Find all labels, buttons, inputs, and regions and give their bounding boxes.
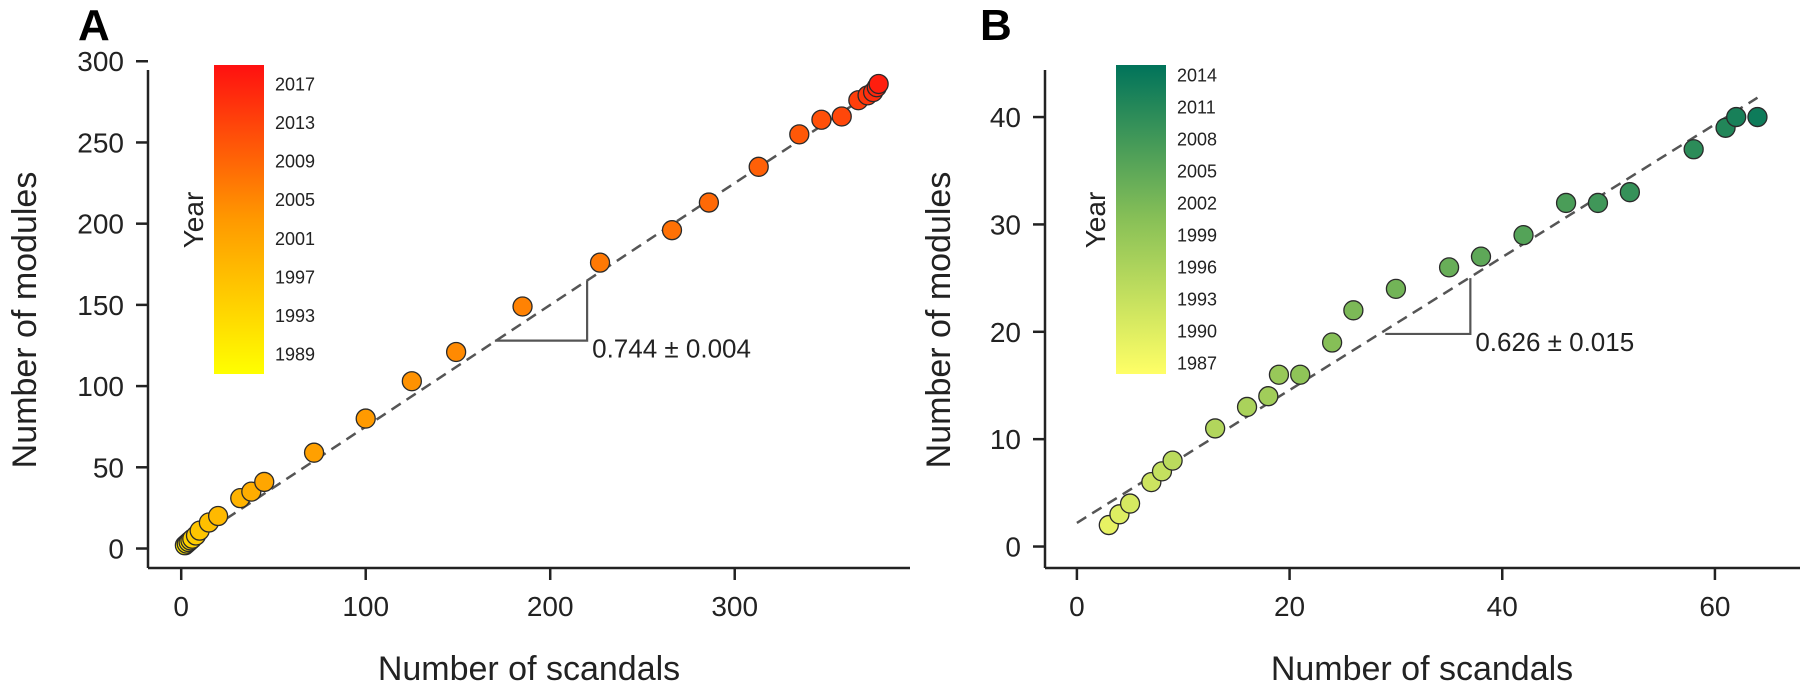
data-point: [811, 109, 832, 130]
panel-a-letter: A: [78, 1, 110, 50]
colorbar-tick-label: 1989: [275, 345, 315, 365]
data-point: [1321, 332, 1343, 353]
panel-b-letter: B: [980, 1, 1012, 50]
colorbar-tick-label: 2014: [1177, 66, 1217, 86]
x-tick-label: 0: [1069, 591, 1085, 622]
data-point: [1162, 450, 1183, 471]
data-point: [254, 471, 275, 493]
colorbar-tick-label: 1999: [1177, 225, 1217, 245]
colorbar-title: Year: [1080, 192, 1111, 249]
x-tick-label: 0: [173, 591, 189, 622]
colorbar-title: Year: [178, 192, 209, 249]
data-point: [1204, 418, 1226, 439]
colorbar-tick-label: 2005: [275, 190, 315, 210]
colorbar-tick-label: 2001: [275, 229, 315, 249]
data-point: [512, 296, 533, 317]
y-tick-label: 250: [77, 127, 124, 158]
data-point: [303, 442, 325, 463]
y-tick-label: 100: [77, 371, 124, 402]
slope-label: 0.626 ± 0.015: [1475, 327, 1634, 357]
fit-line: [1076, 96, 1759, 524]
y-axis-label: Number of modules: [920, 172, 958, 469]
data-point: [589, 252, 611, 273]
data-point: [698, 192, 720, 213]
data-point: [1513, 225, 1534, 246]
x-axis-label: Number of scandals: [1271, 650, 1573, 688]
panel-a: A 0 100 200 300 0 50 100 150 200 250 300 Number of …: [6, 1, 910, 688]
data-point: [1258, 386, 1279, 407]
colorbar: [214, 65, 264, 374]
data-point: [207, 505, 229, 527]
x-tick-label: 100: [342, 591, 389, 622]
data-point: [748, 156, 769, 177]
data-point: [1619, 182, 1641, 203]
colorbar-tick-label: 2009: [275, 152, 315, 172]
colorbar-tick-label: 1993: [275, 306, 315, 326]
colorbar-tick-label: 2008: [1177, 130, 1217, 150]
data-point: [1587, 192, 1609, 214]
data-point: [831, 106, 852, 127]
slope-triangle: [1385, 278, 1472, 336]
colorbar-tick-label: 2002: [1177, 194, 1217, 214]
data-point: [1236, 396, 1258, 418]
y-axis-label: Number of modules: [6, 172, 44, 469]
data-point: [789, 124, 810, 145]
data-point: [1470, 246, 1492, 267]
data-point: [1555, 192, 1577, 214]
y-tick-label: 30: [990, 209, 1021, 240]
colorbar: [1116, 65, 1166, 374]
data-point: [401, 371, 422, 392]
data-point: [1747, 106, 1768, 128]
x-tick-label: 200: [527, 591, 574, 622]
data-point: [1438, 257, 1460, 278]
slope-label: 0.744 ± 0.004: [592, 334, 751, 364]
x-axis-label: Number of scandals: [378, 650, 680, 688]
data-point: [1290, 364, 1311, 385]
panel-b: B 0 20 40 60 0 10 20 30 40 Number of scandals Numb…: [920, 1, 1800, 688]
data-point: [1268, 364, 1290, 385]
y-tick-label: 20: [990, 317, 1021, 348]
y-tick-label: 10: [990, 424, 1021, 455]
data-point: [1119, 493, 1141, 514]
data-point: [1683, 139, 1704, 160]
data-point: [445, 341, 467, 363]
colorbar-tick-label: 1990: [1177, 321, 1217, 341]
data-point: [1385, 278, 1407, 299]
data-point: [1343, 300, 1364, 321]
colorbar-tick-label: 2005: [1177, 162, 1217, 182]
colorbar-tick-label: 1997: [275, 267, 315, 287]
y-tick-label: 150: [77, 290, 124, 321]
x-tick-label: 300: [711, 591, 758, 622]
colorbar-tick-label: 2011: [1177, 98, 1216, 118]
x-tick-label: 40: [1487, 591, 1518, 622]
data-point: [661, 220, 683, 241]
data-point: [868, 73, 889, 95]
y-tick-label: 300: [77, 46, 124, 77]
x-tick-label: 60: [1699, 591, 1730, 622]
colorbar-tick-label: 2013: [275, 113, 315, 133]
colorbar-tick-label: 2017: [275, 74, 315, 94]
colorbar-tick-label: 1996: [1177, 257, 1217, 277]
y-tick-label: 200: [77, 209, 124, 240]
y-tick-label: 0: [108, 534, 124, 565]
y-tick-label: 50: [93, 452, 124, 483]
y-tick-label: 40: [990, 102, 1021, 133]
x-tick-label: 20: [1274, 591, 1305, 622]
colorbar-tick-label: 1987: [1177, 353, 1217, 373]
data-point: [355, 408, 376, 429]
data-point: [1726, 106, 1747, 128]
slope-triangle: [494, 280, 589, 342]
fit-line: [180, 84, 884, 550]
y-tick-label: 0: [1005, 532, 1021, 563]
colorbar-tick-label: 1993: [1177, 289, 1217, 309]
